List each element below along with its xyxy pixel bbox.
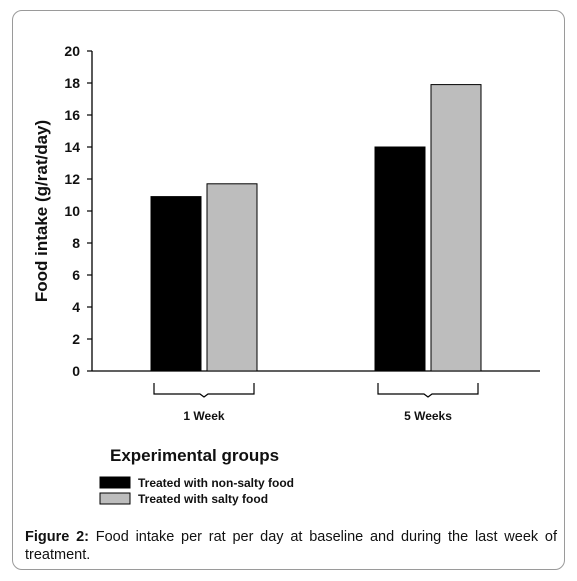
- y-tick-label: 14: [64, 139, 80, 155]
- y-tick-label: 10: [64, 203, 80, 219]
- legend-label-salty: Treated with salty food: [138, 492, 268, 506]
- y-tick-label: 4: [72, 299, 80, 315]
- bar-non-salty-1: [374, 146, 426, 372]
- y-tick-label: 12: [64, 171, 80, 187]
- caption-text: Food intake per rat per day at baseline …: [25, 529, 557, 563]
- y-tick-label: 8: [72, 235, 80, 251]
- caption-label: Figure 2:: [25, 529, 89, 545]
- chart-labels: 0 2 4 6 8 10 12 14 16 18 20 Food intake (g/rat/day)…: [32, 43, 452, 465]
- bar-non-salty-0: [150, 196, 202, 372]
- y-tick-label: 2: [72, 331, 80, 347]
- y-tick-label: 18: [64, 75, 80, 91]
- legend-swatch-salty: [99, 492, 131, 505]
- bar-salty-1: [430, 84, 482, 372]
- y-tick-label: 16: [64, 107, 80, 123]
- x-category-label: 1 Week: [183, 409, 224, 423]
- y-axis-title: Food intake (g/rat/day): [32, 120, 51, 302]
- y-tick-label: 0: [72, 363, 80, 379]
- legend-label-non-salty: Treated with non-salty food: [138, 476, 294, 490]
- bar-salty-0: [206, 183, 258, 372]
- chart-bars: [150, 84, 482, 372]
- x-category-label: 5 Weeks: [404, 409, 452, 423]
- category-bracket: [377, 383, 479, 398]
- figure-caption: Figure 2: Food intake per rat per day at…: [25, 528, 557, 564]
- chart-legend: Treated with non-salty food Treated with …: [99, 476, 294, 506]
- category-bracket: [153, 383, 255, 398]
- y-tick-label: 6: [72, 267, 80, 283]
- x-axis-title: Experimental groups: [110, 446, 279, 465]
- legend-swatch-non-salty: [99, 476, 131, 489]
- y-tick-label: 20: [64, 43, 80, 59]
